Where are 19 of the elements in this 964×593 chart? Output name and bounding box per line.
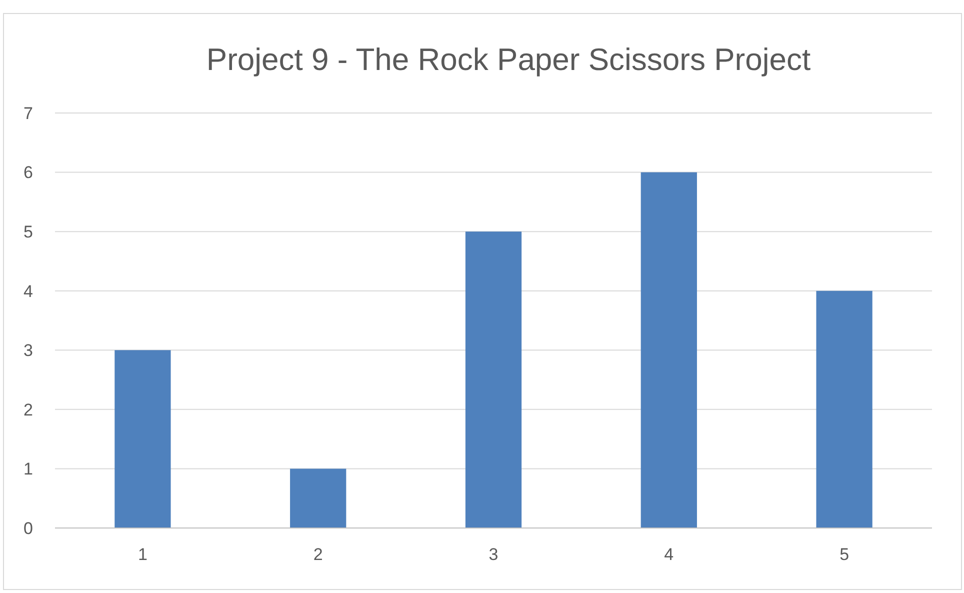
- x-tick-label: 2: [313, 545, 323, 564]
- bar: [465, 232, 522, 528]
- bar: [290, 468, 346, 528]
- y-tick-label: 4: [24, 282, 33, 301]
- x-tick-label: 4: [664, 545, 674, 564]
- y-tick-label: 1: [24, 460, 33, 479]
- bar: [114, 350, 171, 528]
- x-tick-label: 5: [840, 545, 850, 564]
- y-tick-label: 5: [24, 222, 33, 242]
- y-tick-label: 6: [24, 163, 33, 182]
- y-tick-label: 2: [24, 400, 33, 420]
- y-tick-label: 3: [24, 341, 33, 360]
- bar: [640, 172, 697, 528]
- x-tick-label: 3: [488, 545, 498, 564]
- bar: [816, 290, 872, 528]
- y-tick-label: 0: [24, 518, 33, 538]
- x-tick-label: 1: [138, 545, 148, 564]
- chart-title: Project 9 - The Rock Paper Scissors Project: [206, 42, 811, 77]
- y-tick-label: 7: [24, 104, 33, 123]
